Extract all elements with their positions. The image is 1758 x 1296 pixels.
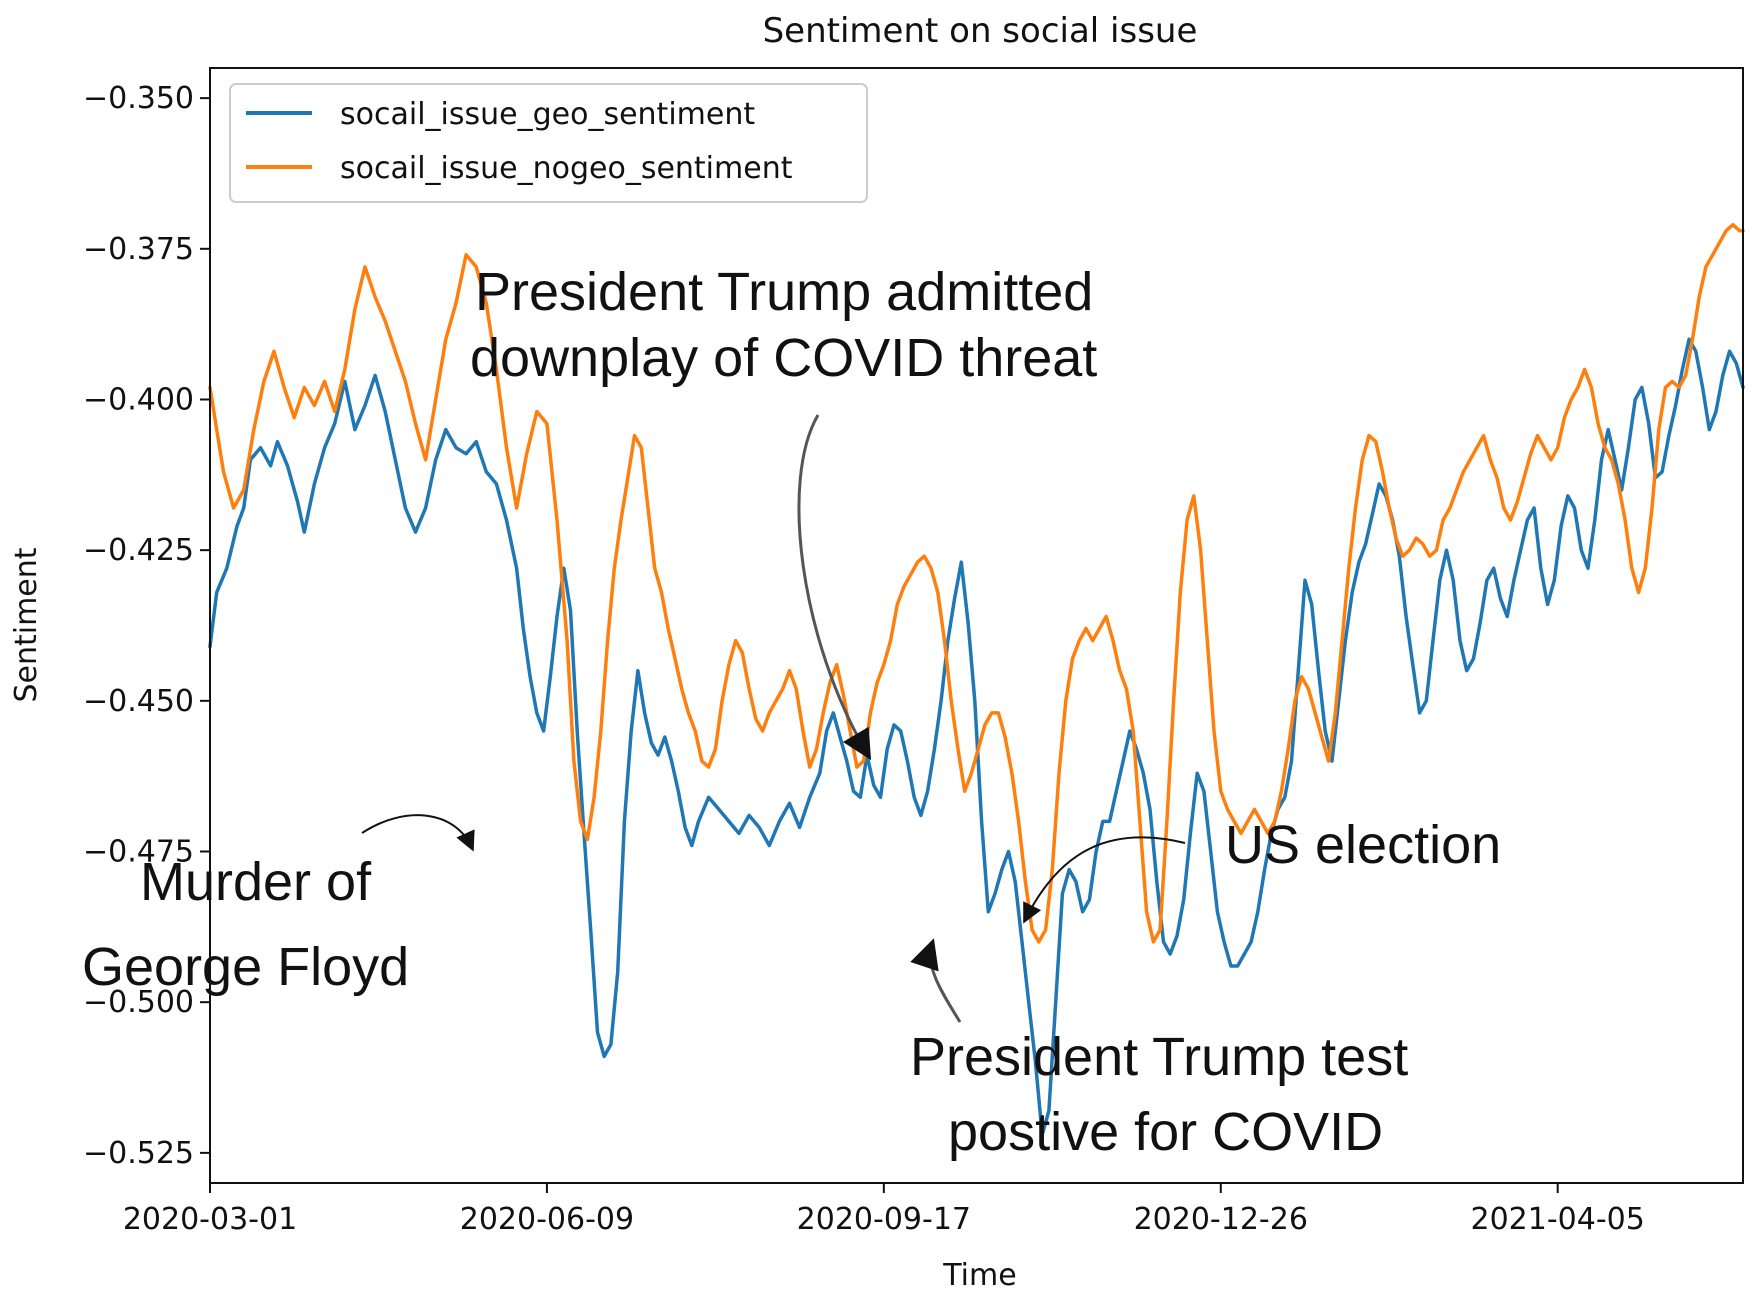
x-tick-label: 2020-06-09 [460, 1202, 634, 1237]
y-tick-label: −0.525 [83, 1136, 194, 1171]
annotation-trump-downplay-line2: downplay of COVID threat [470, 328, 1097, 388]
legend-label-geo: socail_issue_geo_sentiment [340, 97, 755, 132]
arrow-trump-covid [910, 938, 962, 1023]
arrow-us-election [1023, 836, 1186, 924]
y-tick-label: −0.400 [83, 382, 194, 417]
legend-box [229, 83, 868, 203]
annotation-floyd-line1: Murder of [140, 852, 372, 912]
x-tick-label: 2020-12-26 [1134, 1202, 1308, 1237]
plot-frame [209, 67, 1744, 1184]
annotation-trump-downplay-line1: President Trump admitted [475, 262, 1093, 322]
chart-title: Sentiment on social issue [763, 11, 1198, 51]
annotation-us-election: US election [1225, 815, 1501, 875]
arrow-floyd [361, 814, 475, 852]
series-line-nogeo [208, 222, 1745, 944]
y-tick-label: −0.500 [83, 985, 194, 1020]
series-layer [208, 222, 1745, 1137]
axes-layer [209, 67, 1744, 1184]
annotation-trump-covid-line2: postive for COVID [948, 1102, 1383, 1162]
x-tick-label: 2020-09-17 [797, 1202, 971, 1237]
arrow-trump-downplay [797, 414, 872, 761]
annotation-floyd-line2: George Floyd [82, 937, 409, 997]
ticks-layer: −0.350 −0.375 −0.400 −0.425 −0.450 −0.475 −0.5… [83, 81, 1645, 1237]
y-tick-label: −0.425 [83, 533, 194, 568]
annotation-trump-covid-line1: President Trump test [910, 1027, 1408, 1087]
y-tick-label: −0.375 [83, 232, 194, 267]
annotations: President Trump admitted downplay of COV… [82, 262, 1501, 1162]
legend: socail_issue_geo_sentiment socail_issue_… [229, 83, 868, 203]
y-tick-label: −0.475 [83, 835, 194, 870]
series-line-geo [208, 337, 1745, 1137]
y-axis-label: Sentiment [9, 547, 44, 702]
legend-label-nogeo: socail_issue_nogeo_sentiment [340, 151, 793, 186]
x-tick-label: 2020-03-01 [123, 1202, 297, 1237]
x-axis-label: Time [942, 1258, 1016, 1292]
x-tick-label: 2021-04-05 [1471, 1202, 1645, 1237]
y-tick-label: −0.450 [83, 684, 194, 719]
y-tick-label: −0.350 [83, 81, 194, 116]
